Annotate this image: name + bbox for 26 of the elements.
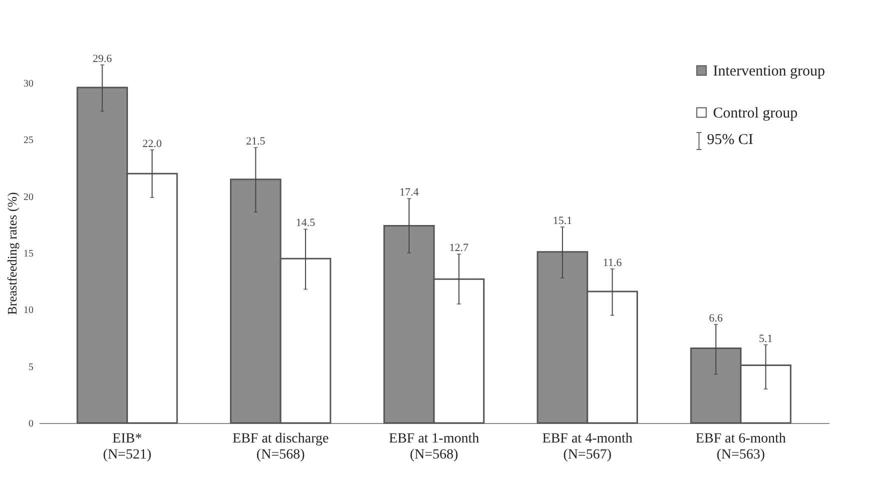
y-tick-label: 5 — [28, 362, 34, 373]
x-tick-label: EBF at 4-month (N=567) — [542, 432, 633, 462]
y-tick-label: 15 — [24, 248, 34, 260]
annotation: 95% CI — [707, 132, 754, 149]
data-label: 21.5 — [246, 136, 266, 148]
x-tick-label: EBF at 6-month (N=563) — [696, 432, 786, 462]
data-label: 6.6 — [708, 312, 724, 324]
y-tick-label: 30 — [24, 78, 34, 90]
x-tick-label: EIB* (N=521) — [103, 432, 152, 462]
data-label: 29.6 — [92, 52, 112, 65]
y-tick-label: 20 — [24, 192, 34, 203]
y-tick-label: 10 — [24, 305, 34, 316]
x-tick-label: EBF at discharge (N=568) — [232, 432, 329, 462]
legend-label: Intervention group — [713, 64, 826, 80]
data-label: 5.1 — [758, 332, 773, 345]
y-tick-label: 0 — [28, 418, 34, 430]
legend-label: Control group — [713, 106, 798, 122]
data-label: 15.1 — [552, 214, 572, 227]
x-tick-label: EBF at 1-month (N=568) — [388, 432, 480, 462]
data-label: 11.6 — [602, 256, 622, 269]
data-label: 17.4 — [399, 186, 420, 199]
y-tick-label: 25 — [24, 135, 34, 146]
data-label: 22.0 — [142, 138, 162, 150]
data-label: 14.5 — [296, 217, 316, 230]
y-axis-title: Breastfeeding rates (%) — [4, 192, 20, 315]
data-label: 12.7 — [449, 242, 470, 254]
